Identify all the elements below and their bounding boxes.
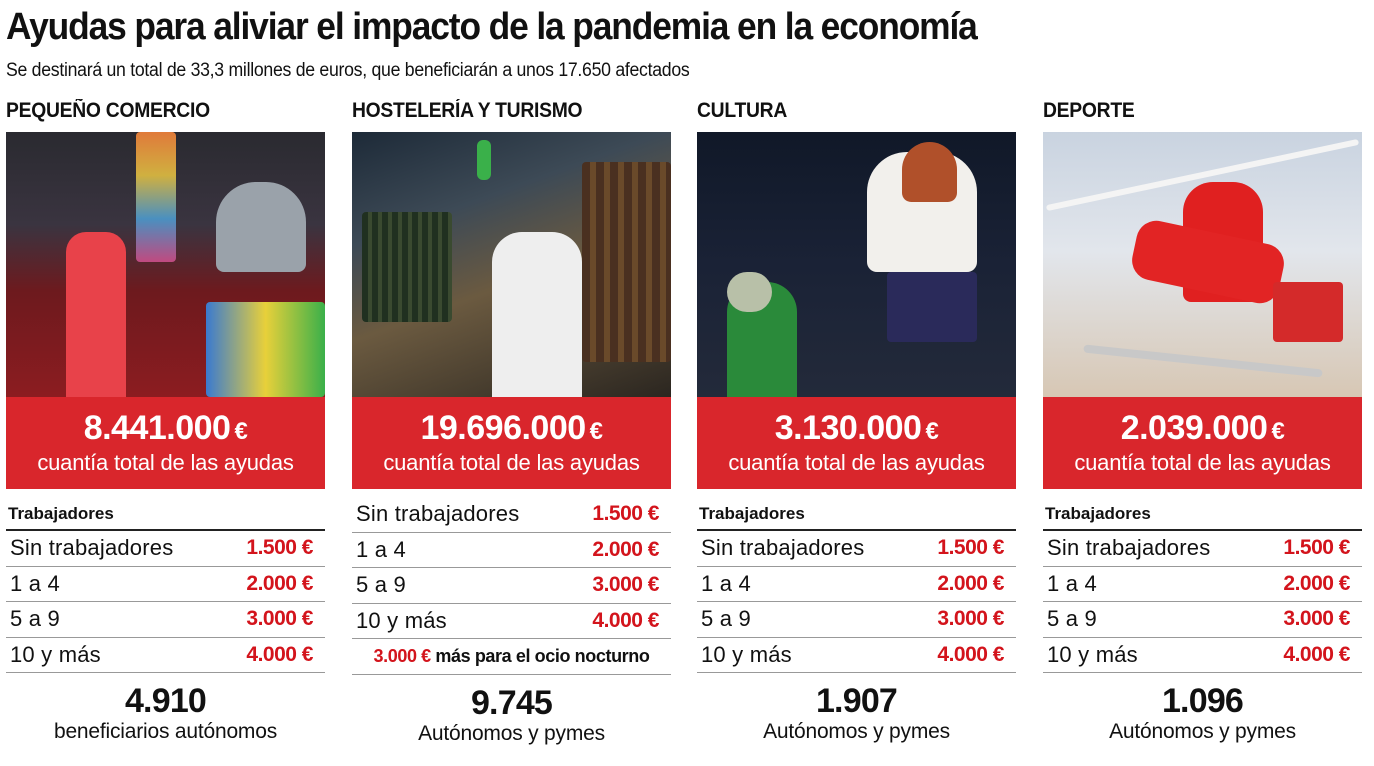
- beneficiaries-count: 1.907: [815, 682, 898, 720]
- table-row: 10 y más 4.000 €: [352, 604, 671, 639]
- table-row: 10 y más 4.000 €: [697, 638, 1016, 673]
- photo-hosteleria: 19.696.000 € cuantía total de las ayudas: [352, 132, 671, 489]
- table-row: 10 y más 4.000 €: [1043, 638, 1362, 673]
- waiter-figure: [492, 232, 582, 397]
- total-amount-caption: cuantía total de las ayudas: [37, 450, 294, 475]
- beneficiaries-label: Autónomos y pymes: [1109, 720, 1296, 743]
- column-heading: DEPORTE: [1043, 99, 1135, 122]
- column-cultura: CULTURA 3.130.000 € cuantía total de las …: [697, 96, 1016, 766]
- table-row: 1 a 4 2.000 €: [352, 533, 671, 568]
- shelf-colors: [136, 132, 176, 262]
- total-amount: 19.696.000 €: [420, 409, 603, 447]
- table-row: 1 a 4 2.000 €: [6, 567, 325, 602]
- aid-table: Trabajadores Sin trabajadores 1.500 € 1 a…: [1043, 497, 1362, 673]
- beneficiaries-label: beneficiarios autónomos: [53, 720, 278, 743]
- page-title: Ayudas para aliviar el impacto de la pan…: [6, 6, 978, 48]
- musician-head: [727, 272, 772, 312]
- child-figure: [66, 232, 126, 397]
- beneficiaries-count: 9.745: [470, 683, 553, 722]
- aid-table: Trabajadores Sin trabajadores 1.500 € 1 a…: [6, 497, 325, 673]
- photo-cultura: 3.130.000 € cuantía total de las ayudas: [697, 132, 1016, 489]
- beneficiaries-block: 4.910 beneficiarios autónomos: [6, 683, 325, 745]
- shopkeeper-figure: [216, 182, 306, 272]
- column-deporte: DEPORTE 2.039.000 € cuantía total de las …: [1043, 96, 1362, 766]
- table-row: Sin trabajadores 1.500 €: [1043, 531, 1362, 567]
- photo-comercio: 8.441.000 € cuantía total de las ayudas: [6, 132, 325, 489]
- total-amount-band: 19.696.000 € cuantía total de las ayudas: [352, 397, 671, 489]
- total-amount: 8.441.000 €: [83, 409, 248, 447]
- parallel-bar-low: [1083, 344, 1323, 378]
- table-row: 5 a 9 3.000 €: [6, 602, 325, 638]
- total-amount-caption: cuantía total de las ayudas: [728, 450, 985, 475]
- table-row: 1 a 4 2.000 €: [697, 567, 1016, 602]
- photo-scene: [352, 132, 671, 397]
- aid-table: Trabajadores Sin trabajadores 1.500 € 1 a…: [697, 497, 1016, 673]
- total-amount-band: 3.130.000 € cuantía total de las ayudas: [697, 397, 1016, 489]
- photo-scene: [697, 132, 1016, 397]
- singer-skirt: [887, 272, 977, 342]
- total-amount-band: 2.039.000 € cuantía total de las ayudas: [1043, 397, 1362, 489]
- beneficiaries-block: 9.745 Autónomos y pymes: [352, 685, 671, 747]
- total-amount-band: 8.441.000 € cuantía total de las ayudas: [6, 397, 325, 489]
- beneficiaries-block: 1.096 Autónomos y pymes: [1043, 683, 1362, 745]
- page-subtitle: Se destinará un total de 33,3 millones d…: [6, 60, 690, 81]
- photo-scene: [1043, 132, 1362, 397]
- photo-deporte: 2.039.000 € cuantía total de las ayudas: [1043, 132, 1362, 489]
- total-amount-caption: cuantía total de las ayudas: [1074, 450, 1331, 475]
- beneficiaries-count: 4.910: [124, 682, 207, 720]
- beneficiaries-block: 1.907 Autónomos y pymes: [697, 683, 1016, 745]
- table-row: 5 a 9 3.000 €: [697, 602, 1016, 638]
- total-amount: 3.130.000 €: [774, 409, 939, 447]
- cider-bottle: [477, 140, 491, 180]
- column-heading: PEQUEÑO COMERCIO: [6, 99, 210, 122]
- column-heading: CULTURA: [697, 99, 788, 122]
- table-row: Sin trabajadores 1.500 €: [6, 531, 325, 567]
- table-row: 5 a 9 3.000 €: [1043, 602, 1362, 638]
- column-heading: HOSTELERÍA Y TURISMO: [352, 99, 583, 122]
- table-row: 5 a 9 3.000 €: [352, 568, 671, 604]
- column-hosteleria-turismo: HOSTELERÍA Y TURISMO 19.696.000 € cuantía…: [352, 96, 671, 766]
- table-header: Trabajadores: [6, 497, 325, 531]
- singer-hair: [902, 142, 957, 202]
- table-header: Trabajadores: [697, 497, 1016, 531]
- beneficiaries-label: Autónomos y pymes: [418, 721, 605, 745]
- photo-scene: [6, 132, 325, 397]
- beneficiaries-label: Autónomos y pymes: [763, 720, 950, 743]
- aid-table: Sin trabajadores 1.500 € 1 a 4 2.000 € 5 a…: [352, 497, 671, 675]
- table-header: Trabajadores: [1043, 497, 1362, 531]
- back-bar: [362, 212, 452, 322]
- table-row: Sin trabajadores 1.500 €: [697, 531, 1016, 567]
- table-row: Sin trabajadores 1.500 €: [352, 497, 671, 533]
- table-row: 1 a 4 2.000 €: [1043, 567, 1362, 602]
- books-display: [206, 302, 325, 397]
- nightlife-extra-note: 3.000 € más para el ocio nocturno: [352, 639, 671, 675]
- total-amount: 2.039.000 €: [1120, 409, 1285, 447]
- red-mat: [1273, 282, 1343, 342]
- column-pequeno-comercio: PEQUEÑO COMERCIO 8.441.000 € cuantía tota…: [6, 96, 325, 766]
- table-row: 10 y más 4.000 €: [6, 638, 325, 673]
- beneficiaries-count: 1.096: [1161, 682, 1244, 720]
- total-amount-caption: cuantía total de las ayudas: [383, 450, 640, 475]
- bottle-shelves: [582, 162, 671, 362]
